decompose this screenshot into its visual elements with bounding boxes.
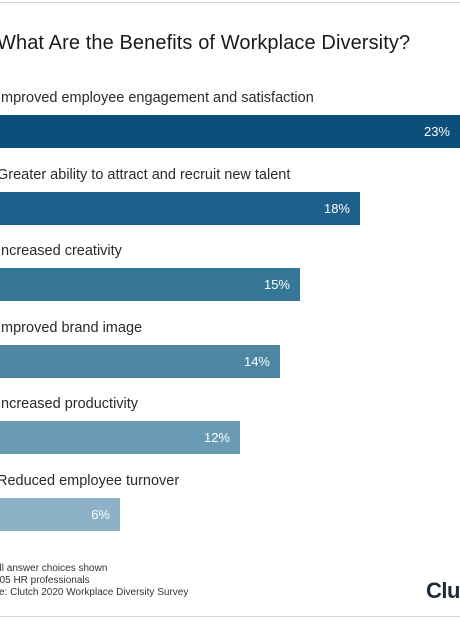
bar (0, 115, 460, 148)
value-label: 6% (91, 507, 110, 522)
category-label: Greater ability to attract and recruit n… (0, 166, 291, 183)
bar-chart: Improved employee engagement and satisfa… (0, 80, 460, 540)
bar (0, 268, 300, 302)
footnote-line: all answer choices shown (0, 563, 108, 574)
value-label: 14% (243, 353, 270, 369)
bar (0, 421, 240, 455)
value-label: 15% (263, 277, 290, 293)
footnote-line: 505 HR professionals (0, 575, 90, 586)
top-divider (0, 2, 460, 3)
chart-footnotes: all answer choices shown 505 HR professi… (0, 563, 188, 599)
bar (0, 191, 360, 225)
value-label: 23% (423, 124, 450, 139)
category-label: Reduced employee turnover (0, 473, 180, 489)
chart-title: What Are the Benefits of Workplace Diver… (0, 32, 411, 54)
category-label: Improved employee engagement and satisfa… (0, 90, 314, 106)
value-label: 18% (323, 200, 350, 216)
brand-logo-text: Clut (426, 578, 460, 603)
category-label: Increased creativity (0, 243, 122, 260)
bottom-divider (0, 616, 460, 617)
bar (0, 498, 120, 531)
bar (0, 344, 280, 378)
category-label: Improved brand image (0, 319, 143, 336)
value-label: 12% (203, 430, 230, 446)
footnote-line: ce: Clutch 2020 Workplace Diversity Surv… (0, 587, 189, 598)
category-label: Increased productivity (0, 396, 139, 413)
